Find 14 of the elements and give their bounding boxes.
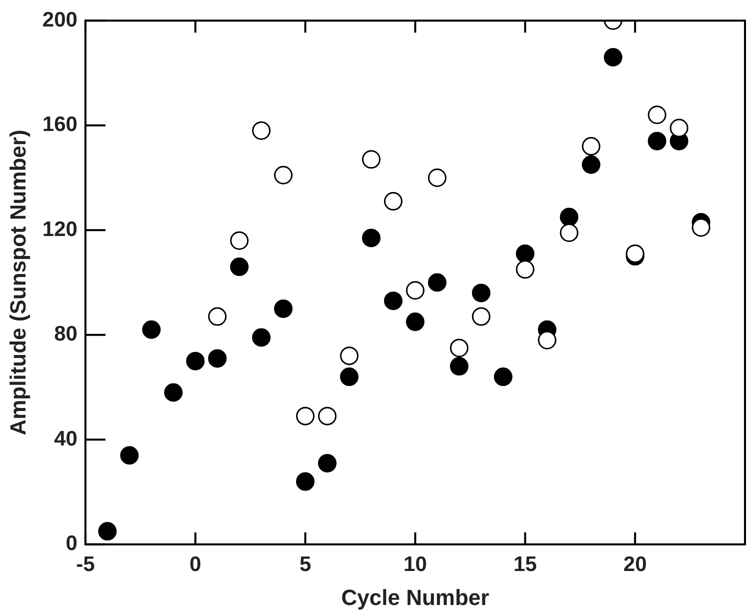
y-tick-label: 160 xyxy=(42,113,78,136)
y-axis-title: Amplitude (Sunspot Number) xyxy=(5,130,30,436)
x-tick-label: -5 xyxy=(76,552,96,576)
y-tick-label: 200 xyxy=(42,8,78,32)
x-tick-label: 0 xyxy=(190,552,202,576)
y-tick-label: 40 xyxy=(54,427,78,450)
x-tick-label: 5 xyxy=(299,552,312,576)
x-tick-label: 15 xyxy=(513,552,538,576)
x-axis-title: Cycle Number xyxy=(341,584,490,610)
x-tick-label: 10 xyxy=(404,552,427,576)
y-tick-label: 120 xyxy=(42,218,78,241)
x-tick-label: 20 xyxy=(623,552,647,576)
y-tick-label: 0 xyxy=(66,532,78,556)
y-tick-label: 80 xyxy=(54,322,78,346)
